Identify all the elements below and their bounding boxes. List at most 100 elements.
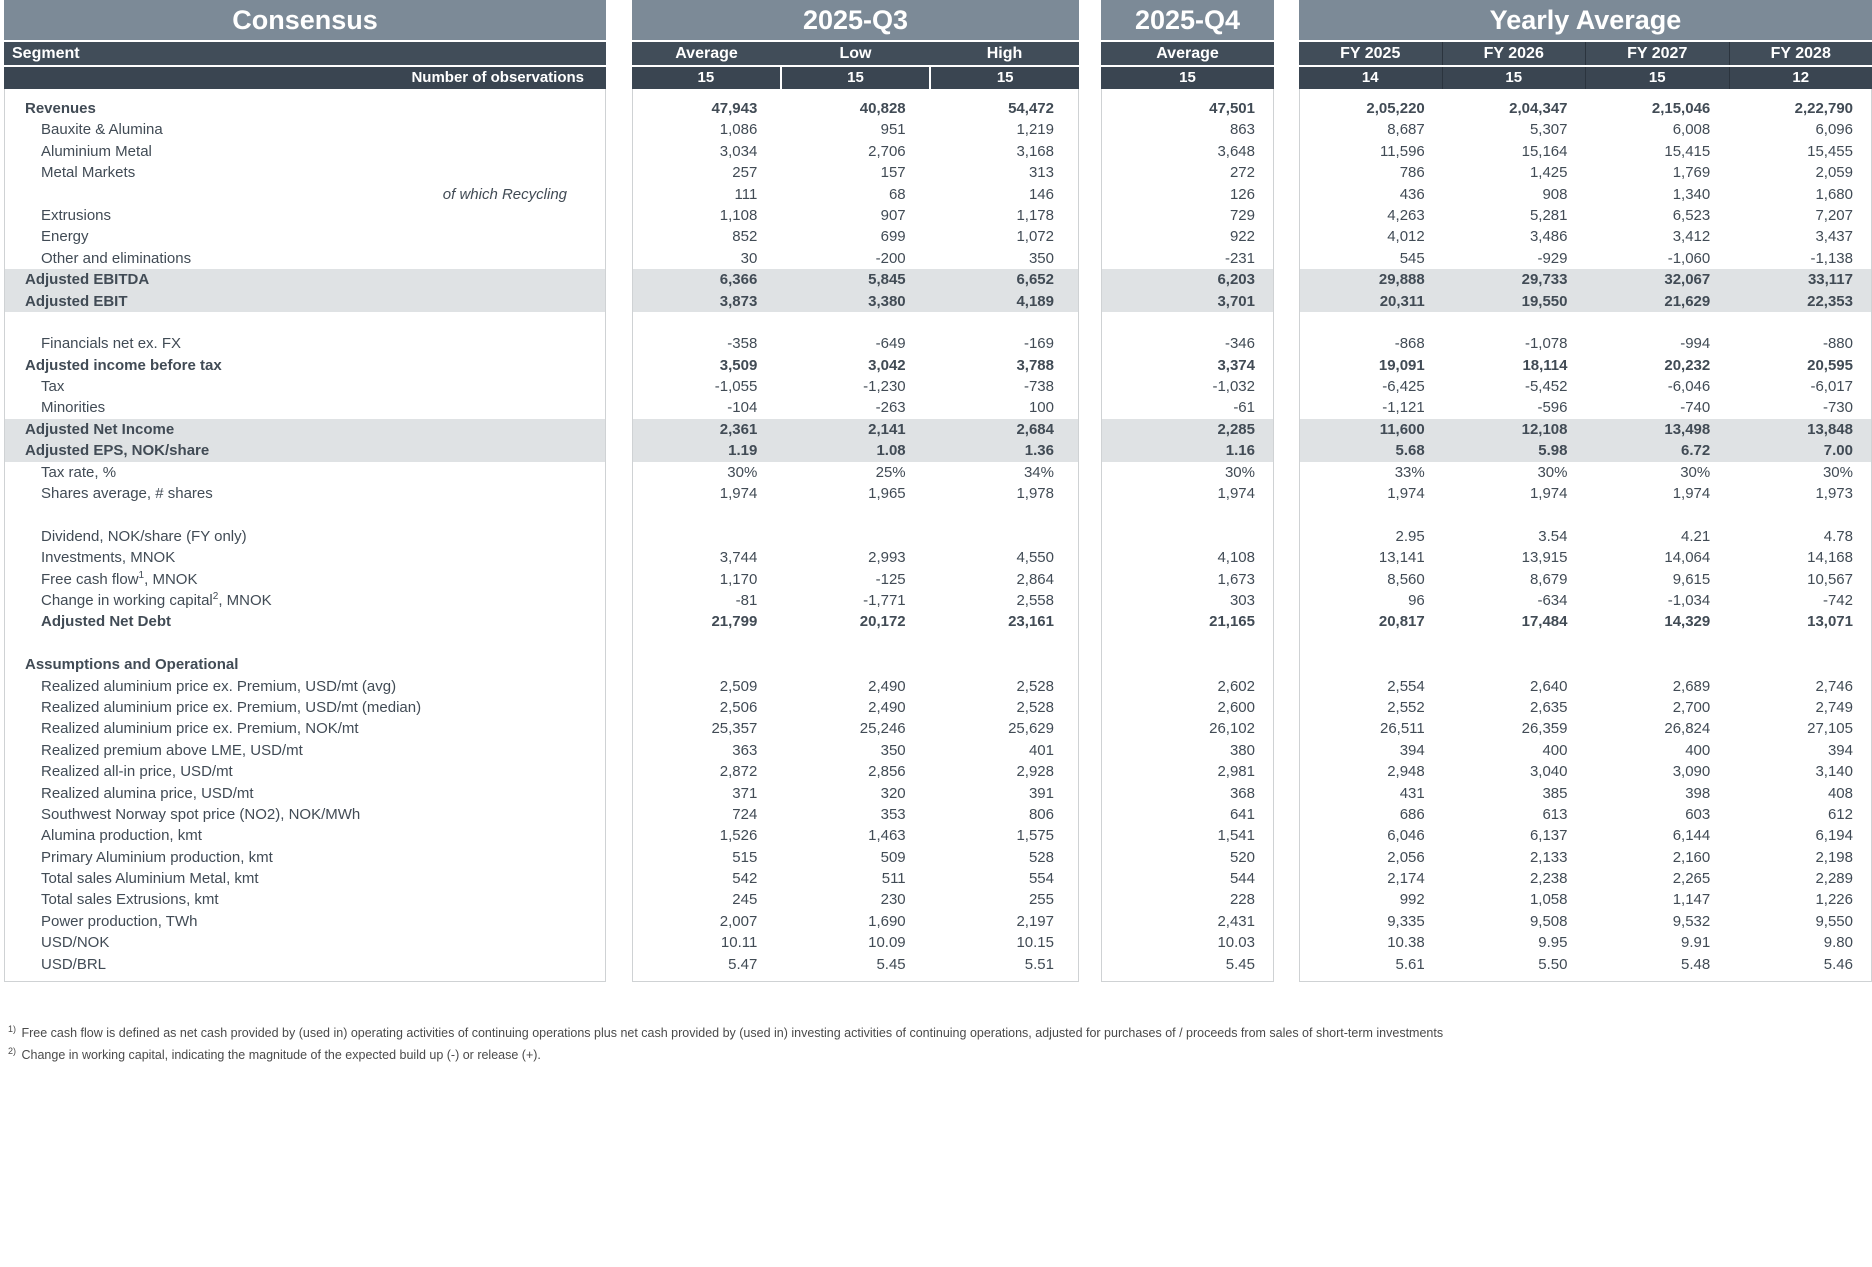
- cell-value: 401: [1028, 741, 1054, 759]
- segment-header-row: Segment: [4, 42, 606, 65]
- table-row: Adjusted income before tax: [5, 355, 605, 376]
- row-label: Energy: [41, 228, 89, 246]
- segment-labels-column: Revenues Bauxite & Alumina Aluminium Metal…: [4, 89, 606, 983]
- consensus-title: Consensus: [4, 0, 606, 40]
- q4-column-header: Average: [1156, 45, 1219, 62]
- cell-value: 26,824: [1664, 720, 1711, 738]
- footnotes: 1) Free cash flow is defined as net cash…: [8, 1022, 1443, 1066]
- table-row: Total sales Aluminium Metal, kmt: [5, 868, 605, 889]
- cell-value: -169: [1023, 335, 1054, 353]
- table-row: 394 400 400 394: [1300, 740, 1871, 761]
- cell-value: 3.54: [1538, 527, 1568, 545]
- table-row: 2,509 2,490 2,528: [633, 676, 1078, 697]
- cell-value: 11,596: [1379, 142, 1425, 160]
- table-row: Investments, MNOK: [5, 547, 605, 568]
- cell-value: 2,746: [1815, 677, 1853, 695]
- row-label: USD/NOK: [41, 934, 110, 952]
- table-row: 3,648: [1102, 141, 1273, 162]
- cell-value: 6.72: [1681, 442, 1711, 460]
- cell-value: 3,090: [1672, 763, 1711, 781]
- cell-value: -104: [727, 399, 758, 417]
- cell-value: [1300, 633, 1443, 654]
- cell-value: 29,888: [1378, 271, 1425, 289]
- cell-value: 1,541: [1217, 827, 1255, 845]
- table-row: Change in working capital2, MNOK: [5, 590, 605, 611]
- q4-values: 47,501 863 3,648 272 126 729 922 -231 6,203 3,701…: [1101, 89, 1274, 983]
- cell-value: 1,086: [719, 121, 758, 139]
- cell-value: 13,498: [1664, 420, 1711, 438]
- cell-value: 5,307: [1529, 121, 1568, 139]
- cell-value: 3,788: [1016, 356, 1054, 374]
- cell-value: 1,170: [719, 570, 758, 588]
- table-row: 272: [1102, 162, 1273, 183]
- cell-value: 111: [734, 185, 758, 203]
- cell-value: 528: [1028, 848, 1054, 866]
- cell-value: 25,246: [859, 720, 906, 738]
- cell-value: 33%: [1394, 463, 1425, 481]
- cell-value: 2,238: [1529, 870, 1568, 888]
- table-row: -61: [1102, 397, 1273, 418]
- table-row: Adjusted Net Income: [5, 418, 605, 441]
- table-row: 30% 25% 34%: [633, 462, 1078, 483]
- cell-value: 12,108: [1521, 420, 1568, 438]
- cell-value: 47,501: [1209, 100, 1255, 117]
- cell-value: 431: [1399, 784, 1425, 802]
- row-label: Other and eliminations: [41, 249, 192, 267]
- table-row: 6,366 5,845 6,652: [633, 269, 1078, 291]
- table-row: [1300, 312, 1871, 333]
- q4-observation-count: 15: [1179, 69, 1196, 86]
- q3-observation-counts: 15 15 15: [632, 67, 1079, 89]
- cell-value: 47,943: [711, 100, 758, 117]
- table-row: Financials net ex. FX: [5, 333, 605, 354]
- cell-value: 5.61: [1395, 955, 1425, 973]
- segment-label: Segment: [12, 45, 80, 62]
- row-label: Adjusted Net Debt: [41, 613, 172, 631]
- table-row: 4,263 5,281 6,523 7,207: [1300, 205, 1871, 226]
- yearly-column-header: FY 2026: [1441, 42, 1586, 65]
- cell-value: 2,928: [1016, 763, 1054, 781]
- cell-value: -1,078: [1524, 335, 1568, 353]
- cell-value: 4,550: [1016, 549, 1054, 567]
- cell-value: 13,915: [1521, 549, 1568, 567]
- cell-value: [1586, 633, 1729, 654]
- cell-value: 1,463: [868, 827, 906, 845]
- table-row: 2,872 2,856 2,928: [633, 761, 1078, 782]
- cell-value: 554: [1028, 870, 1054, 888]
- cell-value: 26,511: [1379, 720, 1425, 738]
- cell-value: [1586, 504, 1729, 525]
- table-row: USD/NOK: [5, 932, 605, 953]
- yearly-observation-count: 14: [1361, 69, 1379, 86]
- cell-value: 1,425: [1529, 164, 1568, 182]
- cell-value: 22,353: [1807, 292, 1853, 310]
- cell-value: -880: [1822, 335, 1853, 353]
- cell-value: 272: [1229, 164, 1255, 182]
- table-row: 3,034 2,706 3,168: [633, 141, 1078, 162]
- cell-value: 9,508: [1529, 912, 1568, 930]
- cell-value: 10.11: [720, 934, 758, 952]
- cell-value: 20,817: [1378, 613, 1425, 631]
- footnote: 1) Free cash flow is defined as net cash…: [8, 1023, 1444, 1040]
- row-label: of which Recycling: [442, 185, 567, 203]
- cell-value: 4,108: [1217, 549, 1255, 567]
- yearly-column-header: FY 2027: [1585, 42, 1729, 65]
- cell-value: 6,366: [719, 271, 758, 289]
- cell-value: 30%: [727, 463, 758, 481]
- table-row: 33% 30% 30% 30%: [1300, 462, 1871, 483]
- cell-value: 32,067: [1664, 271, 1711, 289]
- table-row: Adjusted EBIT: [5, 290, 605, 312]
- table-row: 2,431: [1102, 911, 1273, 932]
- cell-value: 30%: [1822, 463, 1853, 481]
- cell-value: 13,071: [1807, 613, 1853, 631]
- row-label: Power production, TWh: [41, 912, 198, 930]
- cell-value: -738: [1023, 378, 1054, 396]
- cell-value: 6,137: [1529, 827, 1568, 845]
- cell-value: 9,550: [1815, 912, 1853, 930]
- table-row: 1,108 907 1,178: [633, 205, 1078, 226]
- table-row: 1,086 951 1,219: [633, 119, 1078, 140]
- table-row: [1300, 633, 1871, 654]
- row-label: Shares average, # shares: [41, 485, 213, 503]
- cell-value: 27,105: [1807, 720, 1853, 738]
- cell-value: [1728, 654, 1871, 675]
- table-row: Metal Markets: [5, 162, 605, 183]
- cell-value: 8,679: [1529, 570, 1568, 588]
